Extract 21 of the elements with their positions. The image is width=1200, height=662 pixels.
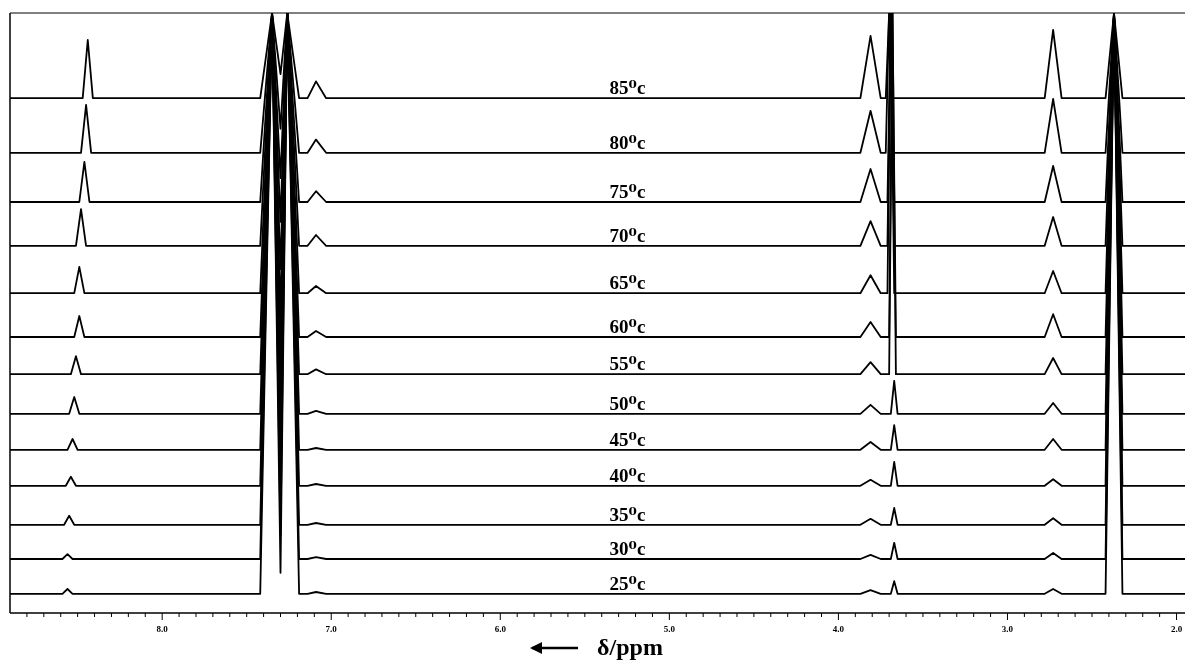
series-label: 45⁰c [609,428,646,450]
series-label: 60⁰c [609,316,646,337]
series-label: 70⁰c [609,224,646,246]
x-tick-label: 7.0 [325,624,338,634]
series-label: 50⁰c [609,392,646,414]
series-label: 30⁰c [609,538,646,559]
x-tick-label: 3.0 [1001,624,1014,634]
series-label: 85⁰c [609,77,646,99]
x-tick-label: 8.0 [156,624,169,634]
series-label: 55⁰c [609,353,646,375]
series-label: 35⁰c [609,503,646,525]
series-label: 80⁰c [609,131,646,153]
series-label: 65⁰c [609,272,646,294]
x-axis-title: δ/ppm [597,634,663,660]
series-label: 25⁰c [609,572,646,594]
series-label: 75⁰c [609,181,646,202]
x-tick-label: 6.0 [494,624,507,634]
x-tick-label: 4.0 [832,624,845,634]
x-tick-label: 5.0 [663,624,676,634]
series-label: 40⁰c [609,464,646,486]
x-tick-label: 2.0 [1170,624,1183,634]
